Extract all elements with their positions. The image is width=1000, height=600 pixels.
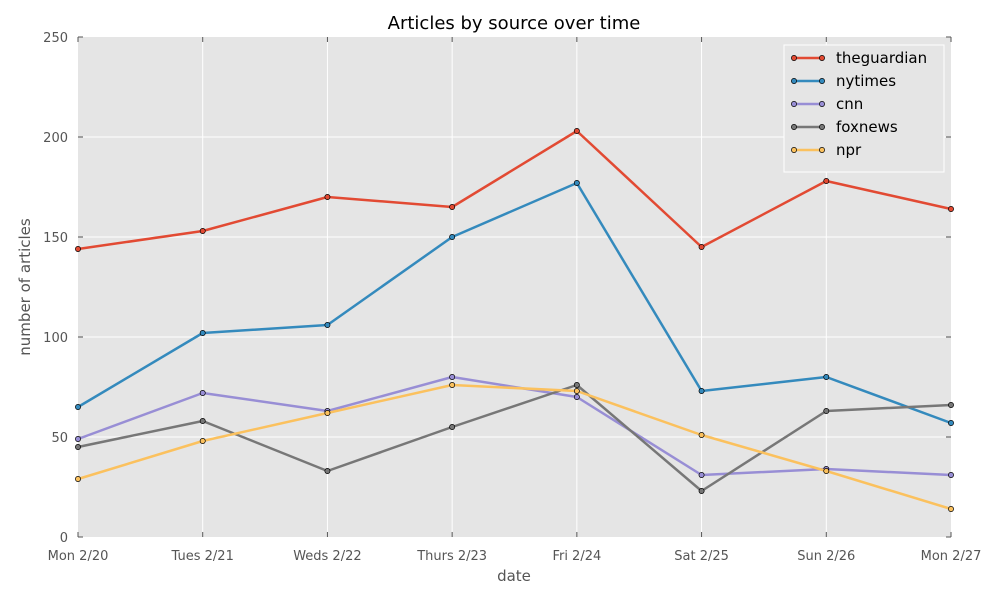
data-point bbox=[75, 476, 81, 482]
legend-label: npr bbox=[836, 141, 862, 159]
legend: theguardian nytimes cnn foxnews npr bbox=[783, 44, 945, 173]
data-point bbox=[324, 194, 331, 200]
y-axis-label: number of articles bbox=[16, 218, 34, 356]
data-point bbox=[948, 472, 954, 478]
data-point bbox=[199, 228, 206, 234]
x-tick-label: Fri 2/24 bbox=[552, 549, 601, 564]
data-point bbox=[199, 330, 206, 336]
legend-marker bbox=[791, 101, 797, 107]
legend-item: theguardian bbox=[791, 49, 927, 67]
data-point bbox=[75, 404, 81, 410]
axis-ticks: 0 50 100 150 200 250 Mon 2/20 Tues 2/21 Weds 2/2… bbox=[43, 31, 981, 564]
legend-marker bbox=[819, 78, 825, 84]
legend-item: cnn bbox=[791, 95, 863, 113]
data-point bbox=[449, 204, 456, 210]
data-point bbox=[449, 424, 456, 430]
data-point bbox=[948, 506, 954, 512]
data-point bbox=[324, 410, 331, 416]
data-point bbox=[948, 402, 954, 408]
data-point bbox=[823, 468, 830, 474]
series-line bbox=[77, 383, 952, 511]
y-tick-label: 200 bbox=[43, 131, 68, 146]
data-point bbox=[698, 388, 705, 394]
legend-marker bbox=[819, 101, 825, 107]
x-tick-label: Sat 2/25 bbox=[674, 549, 729, 564]
legend-item: foxnews bbox=[791, 118, 898, 136]
data-point bbox=[573, 388, 580, 394]
y-tick-label: 0 bbox=[60, 531, 68, 546]
series-lines bbox=[75, 128, 954, 512]
legend-label: foxnews bbox=[836, 118, 898, 136]
x-tick-label: Tues 2/21 bbox=[171, 549, 234, 564]
legend-marker bbox=[819, 124, 825, 130]
legend-item: nytimes bbox=[791, 72, 896, 90]
y-tick-label: 150 bbox=[43, 231, 68, 246]
series-line bbox=[77, 129, 952, 251]
y-tick-label: 250 bbox=[43, 31, 68, 46]
x-tick-label: Weds 2/22 bbox=[293, 549, 361, 564]
data-point bbox=[199, 438, 206, 444]
data-point bbox=[199, 390, 206, 396]
data-point bbox=[823, 178, 830, 184]
data-point bbox=[449, 382, 456, 388]
data-point bbox=[698, 472, 705, 478]
series-theguardian bbox=[75, 128, 954, 252]
data-point bbox=[698, 244, 705, 250]
y-tick-label: 50 bbox=[51, 431, 68, 446]
data-point bbox=[199, 418, 206, 424]
legend-label: cnn bbox=[836, 95, 863, 113]
legend-marker bbox=[791, 55, 797, 61]
data-point bbox=[698, 432, 705, 438]
series-npr bbox=[75, 382, 954, 512]
data-point bbox=[823, 374, 830, 380]
y-tick-label: 100 bbox=[43, 331, 68, 346]
data-point bbox=[324, 468, 331, 474]
legend-marker bbox=[819, 147, 825, 153]
legend-marker bbox=[819, 55, 825, 61]
series-line bbox=[77, 383, 952, 493]
chart-title: Articles by source over time bbox=[388, 13, 641, 34]
data-point bbox=[449, 374, 456, 380]
series-nytimes bbox=[75, 180, 954, 426]
data-point bbox=[573, 180, 580, 186]
series-line bbox=[77, 181, 952, 425]
data-point bbox=[823, 408, 830, 414]
data-point bbox=[948, 420, 954, 426]
data-point bbox=[324, 322, 331, 328]
legend-item: npr bbox=[791, 141, 862, 159]
legend-marker bbox=[791, 78, 797, 84]
legend-marker bbox=[791, 124, 797, 130]
data-point bbox=[75, 436, 81, 442]
data-point bbox=[573, 128, 580, 134]
data-point bbox=[75, 246, 81, 252]
legend-label: nytimes bbox=[836, 72, 896, 90]
legend-marker bbox=[791, 147, 797, 153]
x-tick-label: Mon 2/20 bbox=[48, 549, 109, 564]
x-tick-label: Sun 2/26 bbox=[797, 549, 855, 564]
x-axis-label: date bbox=[497, 567, 531, 585]
legend-label: theguardian bbox=[836, 49, 927, 67]
x-tick-label: Mon 2/27 bbox=[921, 549, 982, 564]
series-foxnews bbox=[75, 382, 954, 494]
data-point bbox=[573, 394, 580, 400]
x-tick-label: Thurs 2/23 bbox=[416, 549, 487, 564]
data-point bbox=[698, 488, 705, 494]
data-point bbox=[573, 382, 580, 388]
data-point bbox=[75, 444, 81, 450]
data-point bbox=[449, 234, 456, 240]
data-point bbox=[948, 206, 954, 212]
